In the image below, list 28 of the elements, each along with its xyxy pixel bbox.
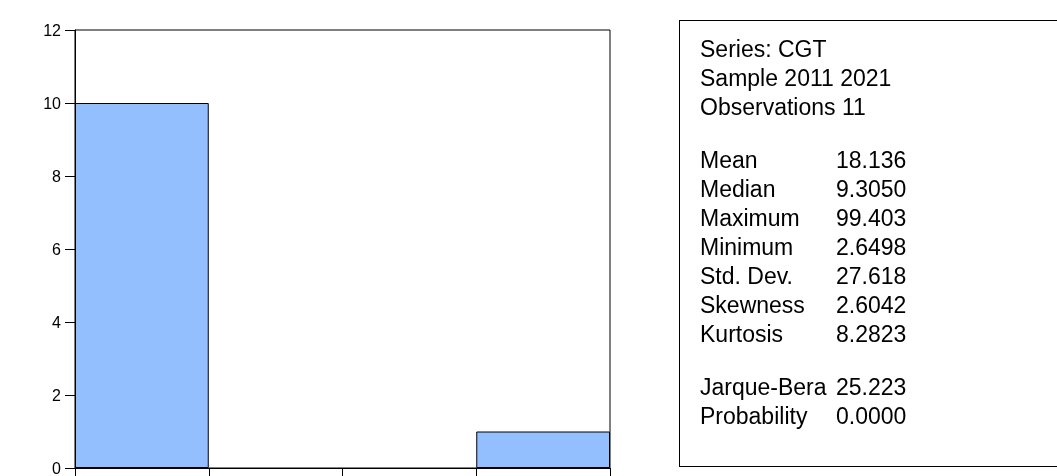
text: 25.223 <box>836 373 907 402</box>
text: Jarque-Bera <box>700 373 828 402</box>
y-tick-label: 8 <box>52 167 62 185</box>
text: Series: CGT <box>700 35 828 64</box>
y-tick-label: 0 <box>52 459 62 476</box>
text: 18.136 <box>836 146 907 175</box>
text: Minimum <box>700 233 795 262</box>
text: Mean <box>700 146 759 175</box>
y-tick-label: 2 <box>52 386 62 404</box>
text: Observations 11 <box>700 93 867 122</box>
text: 2.6498 <box>836 233 907 262</box>
text: 8.2823 <box>836 320 907 349</box>
y-tick-label: 10 <box>43 94 62 112</box>
text: Maximum <box>700 204 801 233</box>
text: Sample 2011 2021 <box>700 64 893 93</box>
y-tick-label: 12 <box>43 21 62 39</box>
text: Std. Dev. <box>700 262 794 291</box>
text: Median <box>700 175 777 204</box>
text: 2.6042 <box>836 291 907 320</box>
text: 27.618 <box>836 262 907 291</box>
text: Probability <box>700 402 809 431</box>
text: Skewness <box>700 291 806 320</box>
y-tick-label: 4 <box>52 313 62 331</box>
text: 0.0000 <box>836 402 907 431</box>
y-tick-label: 6 <box>52 240 62 258</box>
text: 9.3050 <box>836 175 907 204</box>
text: Kurtosis <box>700 320 785 349</box>
text: 99.403 <box>836 204 907 233</box>
